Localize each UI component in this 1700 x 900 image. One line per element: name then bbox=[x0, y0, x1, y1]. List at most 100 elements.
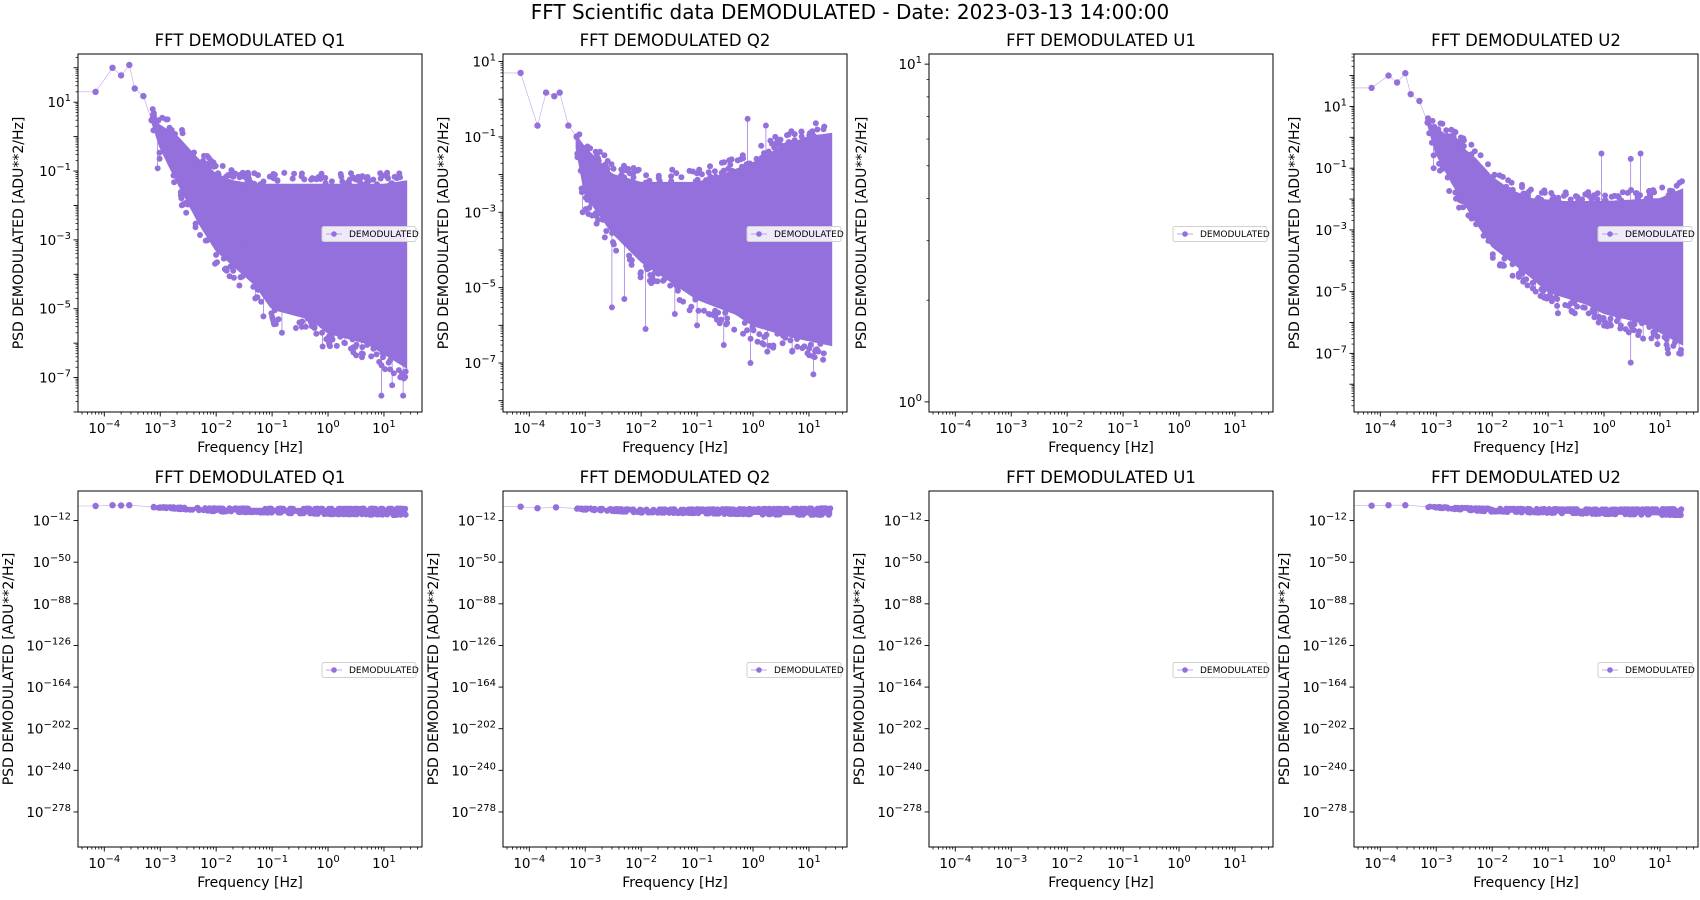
outlier-marker bbox=[239, 244, 246, 251]
series-marker bbox=[350, 349, 357, 356]
series-marker bbox=[191, 149, 197, 156]
x-tick-label: 10−4 bbox=[513, 419, 545, 437]
series-marker bbox=[1554, 302, 1561, 309]
series-marker bbox=[1499, 173, 1506, 180]
x-tick-label: 10−1 bbox=[1107, 854, 1139, 872]
series-marker bbox=[368, 353, 375, 360]
series-marker bbox=[239, 169, 246, 176]
series-marker bbox=[741, 319, 748, 326]
x-tick-label: 10−2 bbox=[1476, 419, 1508, 437]
y-tick-label: 10−164 bbox=[877, 678, 922, 696]
series-marker bbox=[680, 298, 687, 305]
series-marker bbox=[798, 133, 805, 140]
series-marker bbox=[703, 177, 709, 184]
series-marker bbox=[1622, 506, 1628, 513]
x-tick-label: 10−3 bbox=[569, 419, 601, 437]
series-marker bbox=[255, 286, 262, 293]
series-marker bbox=[820, 356, 827, 363]
series-marker bbox=[630, 174, 637, 181]
outlier-marker bbox=[1665, 350, 1672, 357]
y-tick-label: 101 bbox=[1323, 97, 1347, 115]
series-marker bbox=[1489, 251, 1496, 258]
data-layer bbox=[503, 69, 833, 378]
series-marker bbox=[1521, 276, 1528, 283]
series-marker bbox=[1460, 137, 1467, 144]
outlier-marker bbox=[1493, 226, 1500, 233]
series-marker bbox=[166, 124, 173, 131]
outlier-marker bbox=[694, 322, 701, 329]
y-axis-label: PSD DEMODULATED [ADU**2/Hz] bbox=[426, 553, 442, 786]
series-marker bbox=[1524, 505, 1531, 512]
series-marker bbox=[674, 287, 681, 294]
x-tick-label: 101 bbox=[372, 854, 396, 872]
series-marker bbox=[236, 282, 243, 289]
series-marker bbox=[318, 170, 325, 177]
outlier-marker bbox=[1532, 288, 1539, 295]
series-marker bbox=[740, 330, 747, 337]
series-marker bbox=[1635, 332, 1642, 339]
series-marker bbox=[337, 333, 344, 340]
outlier-marker bbox=[744, 115, 751, 122]
series-marker bbox=[782, 334, 789, 341]
series-marker bbox=[364, 179, 370, 186]
series-marker bbox=[593, 151, 600, 158]
series-marker bbox=[670, 280, 677, 287]
series-marker bbox=[172, 131, 178, 137]
outlier-marker bbox=[1654, 341, 1661, 348]
series-marker bbox=[1593, 506, 1600, 513]
x-tick-label: 10−3 bbox=[569, 854, 601, 872]
series-marker bbox=[1385, 72, 1392, 79]
x-tick-label: 10−2 bbox=[625, 419, 657, 437]
series-marker bbox=[126, 61, 133, 69]
series-marker bbox=[384, 511, 391, 518]
series-marker bbox=[213, 212, 220, 219]
series-marker bbox=[637, 269, 644, 276]
series-marker bbox=[1678, 506, 1685, 513]
series-marker bbox=[821, 505, 828, 512]
series-marker bbox=[626, 170, 633, 177]
series-marker bbox=[117, 502, 125, 509]
outlier-marker bbox=[789, 348, 796, 355]
series-marker bbox=[703, 510, 710, 517]
series-marker bbox=[766, 342, 773, 349]
series-marker bbox=[755, 506, 762, 513]
y-axis-label: PSD DEMODULATED [ADU**2/Hz] bbox=[1287, 117, 1303, 350]
x-tick-label: 10−1 bbox=[256, 854, 288, 872]
outlier-marker bbox=[1515, 273, 1522, 280]
series-marker bbox=[384, 172, 390, 179]
series-marker bbox=[698, 171, 705, 178]
series-marker bbox=[183, 209, 190, 216]
series-marker bbox=[608, 182, 616, 190]
x-tick-label: 10−4 bbox=[88, 419, 120, 437]
series-marker bbox=[1433, 504, 1440, 511]
series-marker bbox=[373, 351, 380, 358]
series-marker bbox=[165, 151, 172, 158]
series-marker bbox=[291, 170, 298, 177]
series-marker bbox=[646, 509, 653, 516]
series-marker bbox=[150, 504, 157, 511]
outlier-marker bbox=[720, 342, 727, 349]
outlier-marker bbox=[400, 392, 407, 399]
series-marker bbox=[377, 170, 384, 177]
series-marker bbox=[643, 172, 650, 179]
series-marker bbox=[1527, 186, 1534, 193]
y-tick-label: 10−1 bbox=[39, 162, 71, 180]
series-marker bbox=[1546, 294, 1553, 301]
series-marker bbox=[299, 510, 306, 517]
series-marker bbox=[573, 133, 580, 141]
x-tick-label: 10−2 bbox=[200, 419, 232, 437]
x-tick-label: 101 bbox=[372, 419, 396, 437]
y-tick-label: 101 bbox=[898, 55, 922, 73]
series-marker bbox=[201, 152, 207, 159]
series-marker bbox=[542, 89, 550, 96]
series-marker bbox=[1579, 196, 1586, 203]
series-marker bbox=[173, 157, 181, 164]
series-marker bbox=[166, 504, 173, 511]
y-tick-label: 10−278 bbox=[1302, 803, 1347, 821]
y-axis-label: PSD DEMODULATED [ADU**2/Hz] bbox=[11, 117, 27, 350]
series-marker bbox=[814, 126, 821, 133]
series-marker bbox=[756, 331, 763, 338]
series-marker bbox=[377, 505, 384, 512]
series-marker bbox=[1611, 192, 1618, 199]
